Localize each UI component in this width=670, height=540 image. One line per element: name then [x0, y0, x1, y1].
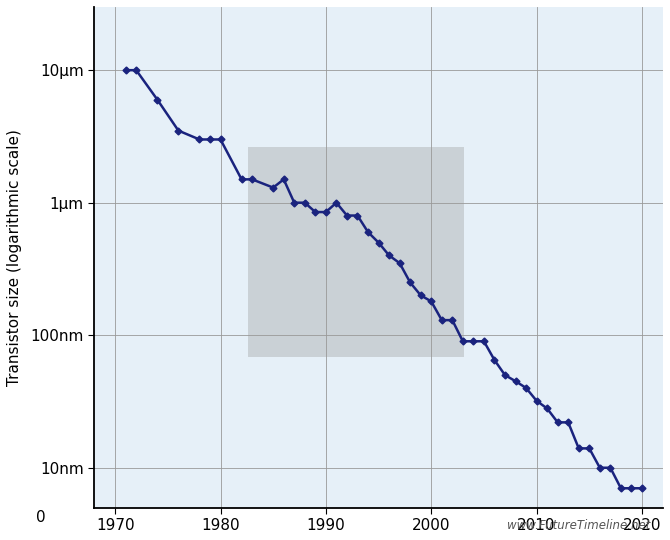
Y-axis label: Transistor size (logarithmic scale): Transistor size (logarithmic scale) [7, 129, 22, 386]
Bar [248, 147, 464, 357]
Text: 0: 0 [36, 510, 46, 525]
Bar [94, 7, 663, 508]
Text: www.FutureTimeline.net: www.FutureTimeline.net [507, 519, 650, 532]
